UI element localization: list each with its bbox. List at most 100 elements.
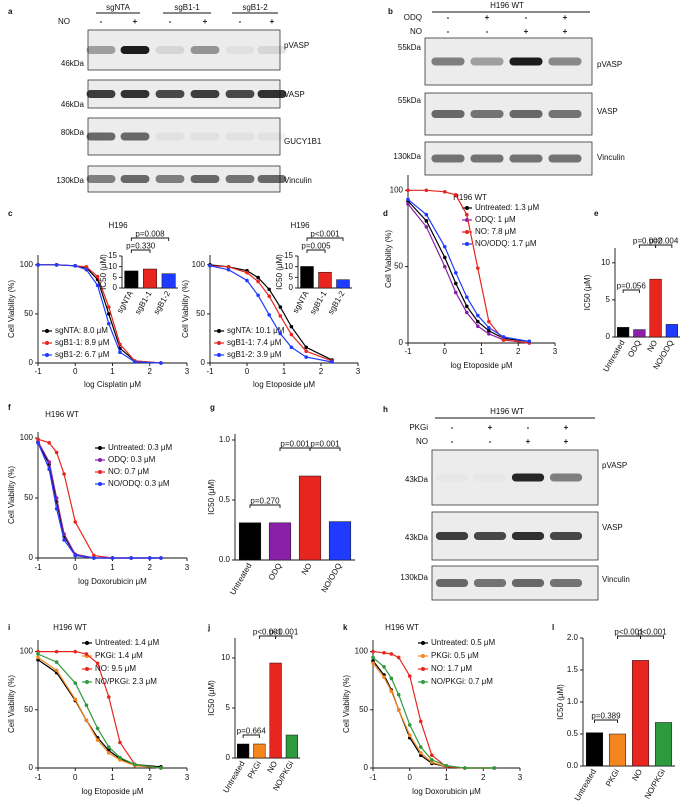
- blot-header: H196 WT: [490, 407, 524, 416]
- data-point: [418, 751, 423, 755]
- data-point: [73, 264, 78, 268]
- blot-header: H196 WT: [490, 1, 524, 10]
- blot-band: [511, 532, 545, 540]
- y-tick-label: 100: [20, 433, 34, 442]
- blot-panel: [87, 29, 281, 71]
- panel-letter: g: [210, 403, 215, 412]
- blot-band: [548, 154, 582, 163]
- data-point: [389, 652, 394, 656]
- significance-bracket: [309, 447, 341, 451]
- data-point: [407, 674, 412, 678]
- data-point: [54, 660, 59, 664]
- x-tick-label: NO: [265, 760, 279, 775]
- blot-band: [190, 175, 220, 183]
- x-tick-label: 0: [408, 773, 413, 782]
- data-point: [289, 332, 294, 337]
- data-point: [487, 332, 491, 336]
- x-tick-label: 3: [553, 347, 558, 356]
- y-tick-label: 1.0: [219, 435, 231, 444]
- data-point: [118, 342, 122, 347]
- data-point: [159, 556, 163, 560]
- data-point: [54, 649, 59, 654]
- blot-band: [511, 473, 545, 482]
- data-point: [406, 188, 410, 193]
- y-tick-label: 5: [113, 272, 118, 281]
- blot-band: [120, 46, 150, 54]
- treatment-sign: +: [133, 17, 138, 26]
- blot-band: [86, 132, 116, 141]
- legend-marker: [465, 230, 469, 234]
- data-point: [245, 270, 249, 275]
- data-point: [453, 290, 458, 295]
- data-point: [304, 345, 309, 350]
- y-tick-label: 1.0: [567, 697, 579, 706]
- y-tick-label: 2.0: [567, 633, 579, 642]
- x-tick-label: PKGi: [604, 767, 621, 788]
- y-axis-label: IC50 (μM): [207, 479, 216, 515]
- protein-label: GUCY1B1: [284, 137, 322, 146]
- p-value: p=0.001: [310, 440, 340, 449]
- data-point: [133, 762, 137, 767]
- x-tick-label: Untreated: [601, 339, 626, 374]
- legend-label: sgNTA: 10.1 μM: [227, 326, 285, 335]
- y-tick-label: 50: [196, 309, 205, 318]
- legend-marker: [98, 470, 102, 474]
- data-point: [84, 703, 89, 707]
- treatment-sign: -: [486, 27, 489, 36]
- panel-letter: f: [8, 403, 11, 412]
- y-tick-label: 0: [399, 338, 404, 347]
- blot-band: [549, 532, 583, 540]
- x-tick-label: 3: [518, 773, 523, 782]
- blot-header: sgB1-1: [174, 3, 200, 12]
- p-value: p<0.001: [269, 628, 299, 637]
- bar: [161, 273, 176, 289]
- panel-letter: b: [388, 7, 393, 16]
- blot-band: [120, 175, 150, 183]
- data-point: [476, 266, 480, 270]
- legend-label: NO: 7.8 μM: [475, 227, 516, 236]
- data-point: [84, 718, 89, 723]
- y-tick-label: 0: [29, 358, 34, 367]
- legend-marker: [98, 458, 102, 462]
- fit-line: [372, 657, 495, 769]
- data-point: [453, 281, 458, 286]
- data-point: [382, 664, 386, 669]
- legend-label: PKGi: 0.5 μM: [431, 651, 479, 660]
- data-point: [208, 264, 212, 268]
- legend-label: Untreated: 1.4 μM: [95, 638, 160, 647]
- legend-marker: [85, 667, 89, 671]
- blot-band: [436, 474, 468, 482]
- blot-band: [470, 154, 504, 163]
- data-point: [289, 324, 294, 329]
- data-point: [118, 755, 122, 760]
- legend-marker: [45, 329, 49, 333]
- y-tick-label: 0: [113, 283, 118, 292]
- treatment-sign: +: [203, 17, 208, 26]
- y-tick-label: 0.0: [219, 555, 231, 564]
- x-tick-label: NO: [300, 562, 314, 577]
- p-value: p=0.001: [280, 440, 310, 449]
- x-axis-label: log Doxorubicin μM: [78, 577, 147, 586]
- y-tick-label: 5: [606, 295, 611, 304]
- data-point: [382, 675, 386, 680]
- treatment-sign: +: [526, 437, 531, 446]
- blot-band: [86, 175, 116, 183]
- protein-label: Vinculin: [597, 153, 625, 162]
- y-tick-label: 0: [29, 553, 34, 562]
- blot-band: [435, 532, 469, 540]
- y-tick-label: 0.5: [567, 729, 579, 738]
- x-tick-label: ODQ: [267, 562, 284, 582]
- legend-marker: [217, 341, 221, 345]
- p-value: p<0.001: [253, 628, 283, 637]
- bar: [318, 271, 332, 289]
- blot-band: [86, 46, 116, 54]
- data-point: [84, 264, 89, 269]
- data-point: [278, 305, 283, 309]
- y-tick-label: 10: [284, 262, 293, 271]
- data-point: [424, 225, 429, 229]
- data-point: [106, 312, 111, 316]
- x-tick-label: 1: [444, 773, 449, 782]
- blot-band: [474, 474, 506, 482]
- treatment-sign: +: [488, 423, 493, 432]
- legend-label: NO: 9.5 μM: [95, 664, 136, 673]
